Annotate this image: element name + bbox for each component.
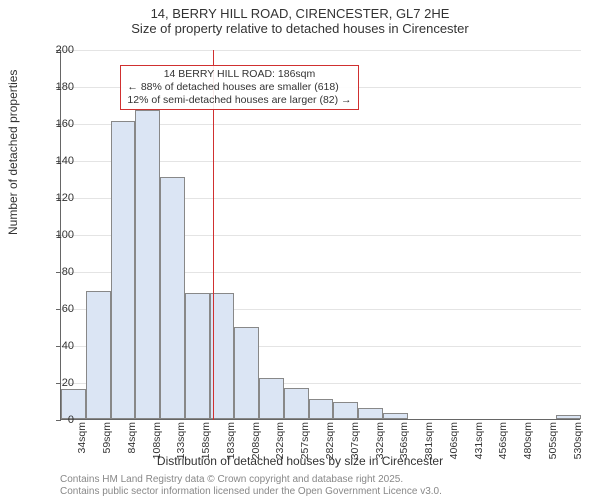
ytick-label: 40 — [34, 340, 74, 352]
chart-title-line2: Size of property relative to detached ho… — [0, 21, 600, 36]
annot-line1: 14 BERRY HILL ROAD: 186sqm — [127, 68, 351, 81]
xtick-label: 232sqm — [274, 422, 286, 482]
annot-line3: 12% of semi-detached houses are larger (… — [127, 94, 351, 107]
ytick-label: 180 — [34, 81, 74, 93]
xtick-label: 431sqm — [473, 422, 485, 482]
xtick-label: 158sqm — [200, 422, 212, 482]
gridline — [61, 50, 581, 51]
ytick-label: 160 — [34, 118, 74, 130]
xtick-label: 332sqm — [374, 422, 386, 482]
xtick-label: 480sqm — [522, 422, 534, 482]
xtick-label: 257sqm — [299, 422, 311, 482]
xtick-label: 406sqm — [448, 422, 460, 482]
histogram-bar — [86, 291, 111, 419]
histogram-bar — [358, 408, 383, 419]
histogram-bar — [309, 399, 334, 419]
xtick-label: 530sqm — [572, 422, 584, 482]
ytick-label: 0 — [34, 414, 74, 426]
histogram-bar — [111, 121, 136, 419]
xtick-label: 208sqm — [250, 422, 262, 482]
histogram-bar — [135, 110, 160, 419]
xtick-label: 34sqm — [76, 422, 88, 482]
xtick-label: 183sqm — [225, 422, 237, 482]
histogram-bar — [556, 415, 581, 419]
x-axis-label: Distribution of detached houses by size … — [0, 454, 600, 468]
xtick-label: 84sqm — [126, 422, 138, 482]
ytick-label: 140 — [34, 155, 74, 167]
histogram-bar — [284, 388, 309, 419]
credit-line-1: Contains HM Land Registry data © Crown c… — [60, 474, 442, 486]
histogram-bar — [185, 293, 210, 419]
credit-line-2: Contains public sector information licen… — [60, 486, 442, 498]
histogram-bar — [333, 402, 358, 419]
ytick-label: 80 — [34, 266, 74, 278]
histogram-bar — [383, 413, 408, 419]
plot-area: 14 BERRY HILL ROAD: 186sqm← 88% of detac… — [60, 50, 580, 420]
ytick-label: 20 — [34, 377, 74, 389]
xtick-label: 307sqm — [349, 422, 361, 482]
annotation-box: 14 BERRY HILL ROAD: 186sqm← 88% of detac… — [120, 65, 358, 110]
xtick-label: 282sqm — [324, 422, 336, 482]
histogram-bar — [259, 378, 284, 419]
ytick-label: 120 — [34, 192, 74, 204]
ytick-label: 100 — [34, 229, 74, 241]
xtick-label: 133sqm — [175, 422, 187, 482]
xtick-label: 356sqm — [398, 422, 410, 482]
xtick-label: 108sqm — [151, 422, 163, 482]
annot-line2: ← 88% of detached houses are smaller (61… — [127, 81, 351, 94]
y-axis-label: Number of detached properties — [6, 70, 20, 235]
ytick-label: 60 — [34, 303, 74, 315]
ytick-label: 200 — [34, 44, 74, 56]
histogram-bar — [160, 177, 185, 419]
chart-title-line1: 14, BERRY HILL ROAD, CIRENCESTER, GL7 2H… — [0, 0, 600, 21]
credits: Contains HM Land Registry data © Crown c… — [60, 474, 442, 498]
histogram-bar — [234, 327, 259, 420]
xtick-label: 456sqm — [497, 422, 509, 482]
xtick-label: 59sqm — [101, 422, 113, 482]
xtick-label: 381sqm — [423, 422, 435, 482]
xtick-label: 505sqm — [547, 422, 559, 482]
